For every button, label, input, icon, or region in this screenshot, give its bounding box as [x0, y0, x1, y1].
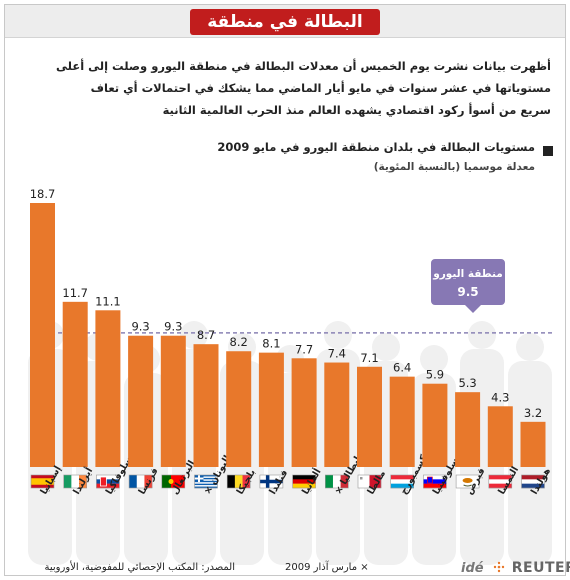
infographic-frame: البطالة في منطقة اليورو أظهرت بيانات نشر… — [4, 4, 570, 576]
bar-5 — [193, 344, 219, 467]
value-label-8: 7.7 — [295, 342, 313, 356]
title-bar: البطالة في منطقة اليورو — [5, 5, 565, 58]
reuters-logo-text: REUTERS — [511, 560, 570, 576]
callout-value: 9.5 — [457, 285, 478, 299]
value-label-6: 8.2 — [230, 335, 248, 349]
italy-flag-icon — [324, 474, 349, 489]
chart-bullet-square — [543, 146, 553, 156]
source-note: المصدر: المكتب الإحصائي للمفوضية، الأورو… — [44, 562, 236, 573]
slovakia-flag-icon — [96, 474, 120, 489]
bar-4 — [160, 335, 186, 467]
bar-10 — [357, 366, 382, 467]
eurozone-callout: منطقة اليورو 9.5 — [431, 259, 505, 313]
page-title: البطالة في منطقة اليورو — [190, 9, 380, 58]
bar-15 — [520, 421, 546, 467]
bar-9 — [324, 362, 350, 467]
netherlands-flag-icon — [521, 474, 545, 489]
bar-chart: منطقة اليورو9.518.7إسبانيا11.7أيرلندا11.… — [28, 187, 553, 565]
reuters-dots-icon — [493, 561, 504, 573]
reuters-logo: idé REUTERS — [461, 557, 570, 576]
belgium-flag-icon — [226, 474, 251, 489]
malta-flag-icon — [357, 474, 382, 489]
intro-line-1: أظهرت بيانات نشرت يوم الخميس أن معدلات ا… — [56, 59, 551, 73]
bar-8 — [291, 358, 317, 467]
footnote: × مارس آذار 2009 — [285, 562, 369, 573]
luxembourg-flag-icon — [390, 474, 415, 489]
austria-flag-icon — [488, 474, 513, 489]
ide-logo-text: idé — [461, 561, 484, 576]
greece-flag-icon — [194, 474, 218, 489]
bar-11 — [389, 376, 415, 467]
chart-subtitle: معدلة موسميا (بالنسبة المئوية) — [373, 161, 535, 173]
value-label-14: 4.3 — [491, 390, 509, 404]
value-label-3: 9.3 — [131, 320, 149, 334]
bar-12 — [422, 383, 448, 467]
bar-0 — [30, 203, 55, 467]
cyprus-flag-icon — [455, 474, 480, 489]
value-label-2: 11.1 — [95, 294, 121, 308]
slovenia-flag-icon — [423, 474, 447, 489]
value-label-5: 8.7 — [197, 328, 215, 342]
value-label-4: 9.3 — [164, 320, 182, 334]
intro-line-2: مستوياتها في عشر سنوات في مايو أيار الما… — [90, 81, 551, 95]
france-flag-icon — [128, 474, 153, 489]
bar-3 — [128, 335, 154, 467]
ireland-flag-icon — [63, 474, 88, 489]
value-label-10: 7.1 — [360, 351, 378, 365]
intro-line-3: سريع من أسوأ ركود اقتصادي يشهده العالم م… — [162, 103, 551, 117]
chart-title: مستويات البطالة في بلدان منطقة اليورو في… — [217, 140, 535, 154]
value-label-15: 3.2 — [524, 406, 542, 420]
value-label-12: 5.9 — [426, 368, 444, 382]
bar-2 — [95, 310, 121, 467]
value-label-13: 5.3 — [458, 376, 476, 390]
value-label-0: 18.7 — [30, 187, 56, 201]
bar-1 — [62, 301, 88, 467]
spain-flag-icon — [30, 474, 55, 489]
value-label-7: 8.1 — [262, 337, 280, 351]
callout-label: منطقة اليورو — [432, 268, 503, 280]
bar-7 — [258, 352, 284, 467]
value-label-1: 11.7 — [62, 286, 88, 300]
bar-14 — [487, 406, 513, 467]
value-label-9: 7.4 — [328, 347, 346, 361]
germany-flag-icon — [292, 474, 316, 489]
value-label-11: 6.4 — [393, 361, 411, 375]
bar-6 — [226, 351, 252, 467]
bar-13 — [455, 392, 481, 467]
finland-flag-icon — [259, 474, 284, 489]
portugal-flag-icon — [161, 474, 186, 489]
